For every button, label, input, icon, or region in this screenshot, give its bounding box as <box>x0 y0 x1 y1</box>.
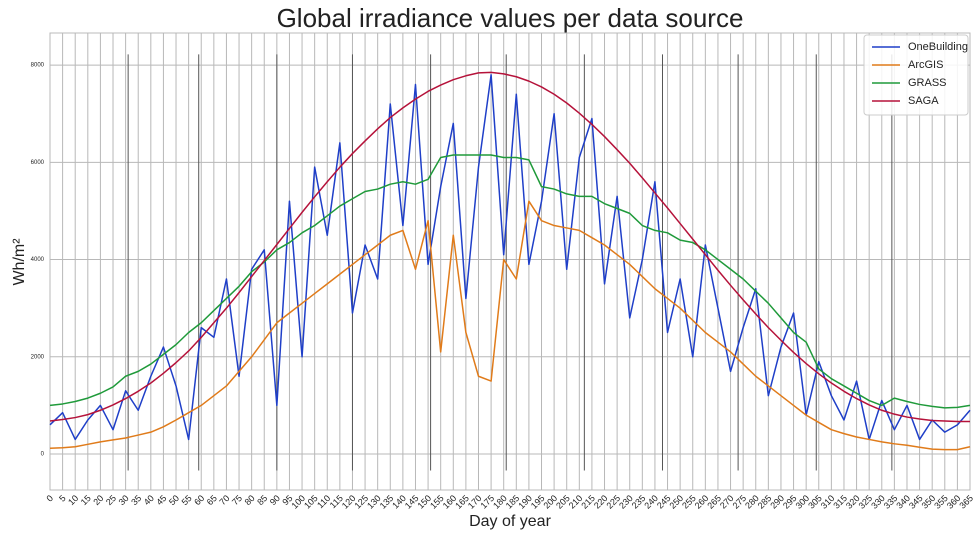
series-line <box>49 200 971 451</box>
series-line <box>49 74 971 441</box>
y-tick-label: 0 <box>41 452 45 458</box>
x-axis-label: Day of year <box>469 513 551 530</box>
x-tick-label: 5 <box>57 493 68 504</box>
legend-label: GRASS <box>908 77 947 89</box>
x-tick-label: 0 <box>44 493 55 504</box>
legend-label: ArcGIS <box>908 59 943 71</box>
y-tick-label: 6000 <box>31 160 45 166</box>
y-axis-label: Wh/m² <box>11 238 28 286</box>
legend-label: SAGA <box>908 95 939 107</box>
series-line <box>49 71 970 423</box>
plot-area <box>49 71 971 451</box>
legend-box <box>863 34 969 116</box>
legend: OneBuilding ArcGIS GRASS SAGA <box>863 34 969 116</box>
chart-title: Global irradiance values per data source <box>277 3 744 33</box>
y-tick-label: 8000 <box>31 63 45 69</box>
y-tick-label: 4000 <box>31 257 45 263</box>
series-line <box>49 154 971 409</box>
legend-label: OneBuilding <box>908 41 968 53</box>
y-tick-label: 2000 <box>31 354 45 360</box>
